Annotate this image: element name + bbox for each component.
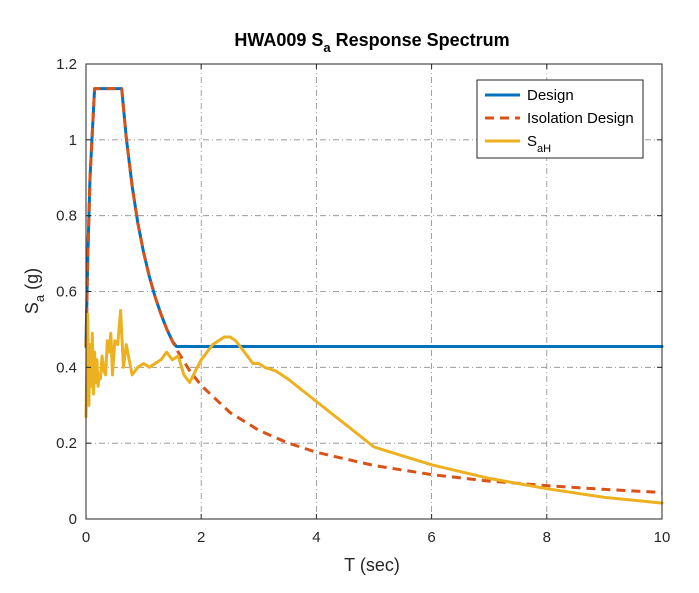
- x-tick-label: 10: [654, 529, 671, 546]
- legend-label-design: Design: [527, 87, 574, 104]
- y-axis-label: Sa (g): [22, 268, 47, 314]
- axis-ticks: 0 2 4 6 8 10 0 0.2 0.4 0.6 0.8 1 1.2: [56, 56, 670, 546]
- legend-label-sah: SaH: [527, 133, 551, 155]
- y-tick-label: 0.2: [56, 435, 77, 452]
- x-tick-label: 8: [543, 529, 551, 546]
- x-axis-label: T (sec): [344, 555, 400, 575]
- y-tick-label: 0.6: [56, 284, 77, 301]
- chart-title-sub: a: [323, 40, 331, 55]
- x-tick-label: 4: [312, 529, 320, 546]
- series-layer: [84, 87, 664, 505]
- chart-title-main: HWA009 S: [234, 30, 323, 50]
- chart-title: HWA009 Sa Response Spectrum: [234, 30, 509, 55]
- y-axis-label-main: S: [22, 302, 42, 314]
- y-tick-label: 0: [69, 511, 77, 528]
- chart-title-rest: Response Spectrum: [331, 30, 510, 50]
- y-tick-label: 0.8: [56, 208, 77, 225]
- y-tick-label: 1: [69, 132, 77, 149]
- legend: Design Isolation Design SaH: [476, 79, 644, 159]
- series-line-sah: [84, 309, 664, 505]
- y-tick-label: 0.4: [56, 359, 77, 376]
- y-tick-label: 1.2: [56, 56, 77, 73]
- x-tick-label: 0: [82, 529, 90, 546]
- series-line-isolation-design: [84, 87, 663, 494]
- x-tick-label: 6: [427, 529, 435, 546]
- y-axis-label-sub: a: [32, 294, 47, 302]
- y-axis-label-rest: (g): [22, 268, 42, 295]
- legend-label-isolation-design: Isolation Design: [527, 110, 634, 127]
- x-tick-label: 2: [197, 529, 205, 546]
